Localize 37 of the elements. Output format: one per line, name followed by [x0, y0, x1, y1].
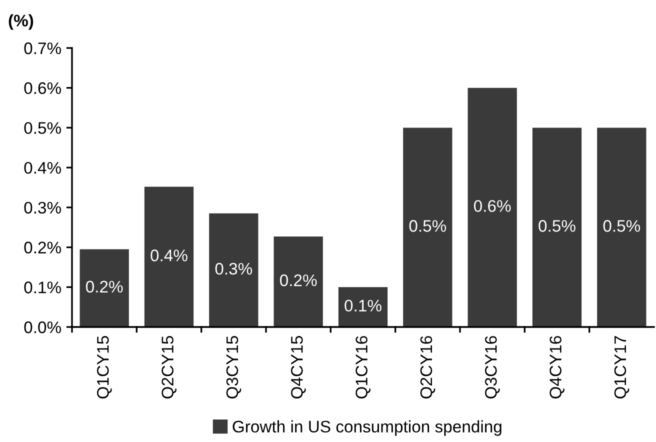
text: 0.2% — [86, 280, 123, 293]
text: 0.1% — [344, 300, 382, 312]
y-tick-label: 0.5% — [24, 122, 61, 134]
y-tick-label: 0.4% — [24, 162, 61, 174]
x-tick-label: Q2CY16 — [420, 336, 436, 398]
x-tick-label: Q4CY16 — [550, 336, 564, 398]
x-tick-label: Q1CY17 — [614, 336, 630, 398]
text: 0.2% — [280, 274, 317, 286]
text: 0.3% — [215, 262, 252, 275]
bar — [274, 236, 323, 327]
x-tick-label: Q1CY15 — [97, 336, 112, 398]
text: 0.5% — [409, 220, 446, 232]
bar — [80, 249, 129, 327]
bar — [209, 213, 258, 327]
x-tick-label: Q4CY15 — [291, 336, 306, 398]
text: 0.6% — [474, 200, 511, 212]
y-axis-title: (%) — [8, 14, 34, 30]
bar — [338, 287, 388, 327]
bar — [597, 128, 646, 327]
bar — [144, 186, 194, 327]
text: 0.5% — [603, 220, 640, 232]
text: 0.5% — [538, 220, 576, 232]
text: 0.4% — [150, 250, 188, 262]
y-tick-label: 0.3% — [24, 202, 61, 214]
bar — [532, 128, 582, 327]
x-tick-label: Q2CY15 — [162, 336, 176, 398]
legend-label: Growth in US consumption spending — [232, 420, 502, 436]
y-tick-label: 0.2% — [24, 242, 61, 254]
bar — [403, 128, 452, 327]
y-tick-label: 0.7% — [24, 42, 61, 54]
y-tick-label: 0.0% — [24, 321, 61, 334]
y-tick-label: 0.1% — [24, 282, 61, 294]
x-tick-label: Q3CY16 — [485, 336, 500, 398]
x-tick-label: Q1CY16 — [356, 336, 370, 398]
x-tick-label: Q3CY15 — [226, 336, 242, 398]
bar — [468, 88, 517, 327]
y-tick-label: 0.6% — [24, 82, 61, 94]
